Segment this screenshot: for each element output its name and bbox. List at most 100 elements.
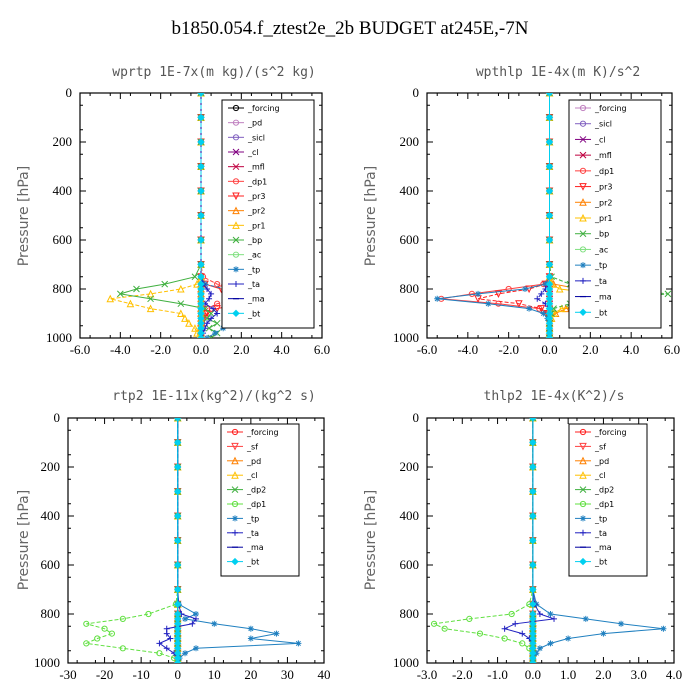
legend-marker (579, 151, 587, 159)
legend-marker (231, 557, 239, 566)
data-point (508, 610, 515, 618)
figure-title: b1850.054.f_ztest2e_2b BUDGET at245E,-7N (171, 18, 529, 39)
chart-panel-2: wpthlp 1E-4x(m K)/s^2 Pressure [hPa] -6.0 -… (363, 65, 680, 357)
y-tick-label: 0 (413, 85, 420, 100)
data-point (295, 640, 302, 647)
data-point (108, 630, 115, 637)
data-point (197, 260, 205, 269)
legend-label: _cl (246, 471, 258, 480)
y-tick-label: 400 (53, 183, 73, 198)
legend-label: _pr3 (594, 183, 612, 192)
y-tick-label: 200 (53, 134, 73, 149)
legend-label: _dp1 (246, 500, 266, 509)
data-point (537, 305, 546, 313)
y-tick-label: 200 (400, 134, 420, 149)
legend-label: _pd (247, 119, 262, 128)
x-tick-label: 3.0 (631, 667, 647, 682)
legend-marker (579, 246, 587, 253)
data-point (174, 438, 182, 447)
data-point (555, 284, 564, 293)
data-point (204, 335, 211, 338)
y-tick-label: 1000 (393, 655, 419, 670)
legend-marker (232, 529, 238, 536)
x-tick-label: -2.0 (150, 342, 171, 357)
legend-label: _pr2 (247, 207, 265, 216)
x-tick-label: -10 (132, 667, 149, 682)
legend-marker (579, 500, 587, 508)
data-point (529, 536, 537, 545)
legend-marker (580, 529, 586, 536)
data-point (204, 286, 211, 292)
data-point (536, 611, 543, 617)
legend-marker (231, 442, 239, 451)
data-point (161, 280, 169, 288)
panel-title: rtp2 1E-11x(kg^2)/(kg^2 s) (112, 389, 316, 404)
legend-label: _bt (246, 558, 259, 567)
data-point (430, 620, 438, 627)
legend-label: _ma (246, 543, 264, 552)
data-point (214, 300, 221, 307)
data-point (197, 334, 205, 338)
panel-title: wpthlp 1E-4x(m K)/s^2 (476, 65, 640, 80)
legend-label: _bp (247, 236, 262, 245)
legend-label: _dp2 (594, 486, 614, 495)
y-axis-label: Pressure [hPa] (16, 490, 32, 590)
data-point (126, 299, 135, 308)
legend-marker (232, 206, 240, 215)
data-point (167, 635, 174, 642)
x-tick-label: 4.0 (623, 342, 639, 357)
x-tick-label: 4.0 (274, 342, 290, 357)
data-point (174, 463, 182, 471)
data-point (146, 304, 155, 313)
series-line-dp1 (84, 418, 179, 663)
data-point (664, 290, 672, 298)
chart-panel-1: wprtp 1E-7x(m kg)/(s^2 kg) Pressure [hPa]… (16, 65, 330, 357)
legend-marker (232, 104, 240, 112)
data-point (534, 295, 541, 302)
legend-marker (231, 500, 239, 508)
y-tick-label: 1000 (34, 655, 60, 670)
data-point (210, 305, 217, 312)
data-point (208, 315, 215, 322)
legend-marker (579, 557, 587, 566)
data-point (197, 236, 205, 244)
x-tick-label: 0.0 (525, 667, 541, 682)
legend-marker (232, 119, 240, 126)
legend-marker (231, 428, 239, 436)
y-tick-label: 600 (41, 557, 61, 572)
data-point (529, 561, 537, 569)
data-point (515, 300, 523, 308)
x-tick-label: 6.0 (664, 342, 680, 357)
data-point (545, 211, 554, 220)
legend-label: _ta (247, 280, 260, 289)
x-tick-label: 4.0 (666, 667, 682, 682)
legend: _forcing _sf _pd _cl _dp2 _dp1 _tp _ta _ma _bt (220, 423, 300, 577)
y-tick-label: 0 (66, 85, 73, 100)
data-point (206, 295, 213, 302)
chart-panel-4: thlp2 1E-4x(K^2)/s Pressure [hPa] -3.0 -2.0… (363, 389, 682, 682)
legend-label: _pr1 (247, 221, 265, 230)
data-point (208, 290, 215, 297)
legend-label: _pr3 (247, 192, 265, 201)
data-point (174, 600, 182, 608)
legend-marker (579, 198, 587, 206)
data-point (475, 290, 482, 297)
data-point (119, 645, 126, 652)
data-point (174, 487, 182, 496)
x-tick-label: -6.0 (70, 342, 91, 357)
legend-marker (579, 471, 587, 479)
data-point (119, 615, 126, 623)
data-point (211, 620, 218, 627)
y-axis-label: Pressure [hPa] (363, 490, 379, 590)
data-point (83, 620, 90, 627)
data-point (547, 611, 554, 617)
series-group (83, 418, 302, 663)
legend-box (220, 423, 300, 577)
data-point (174, 561, 182, 569)
legend-box (568, 99, 662, 329)
data-point (193, 611, 199, 617)
legend-marker (579, 308, 587, 316)
legend-marker (580, 277, 586, 284)
legend-marker (580, 262, 586, 269)
